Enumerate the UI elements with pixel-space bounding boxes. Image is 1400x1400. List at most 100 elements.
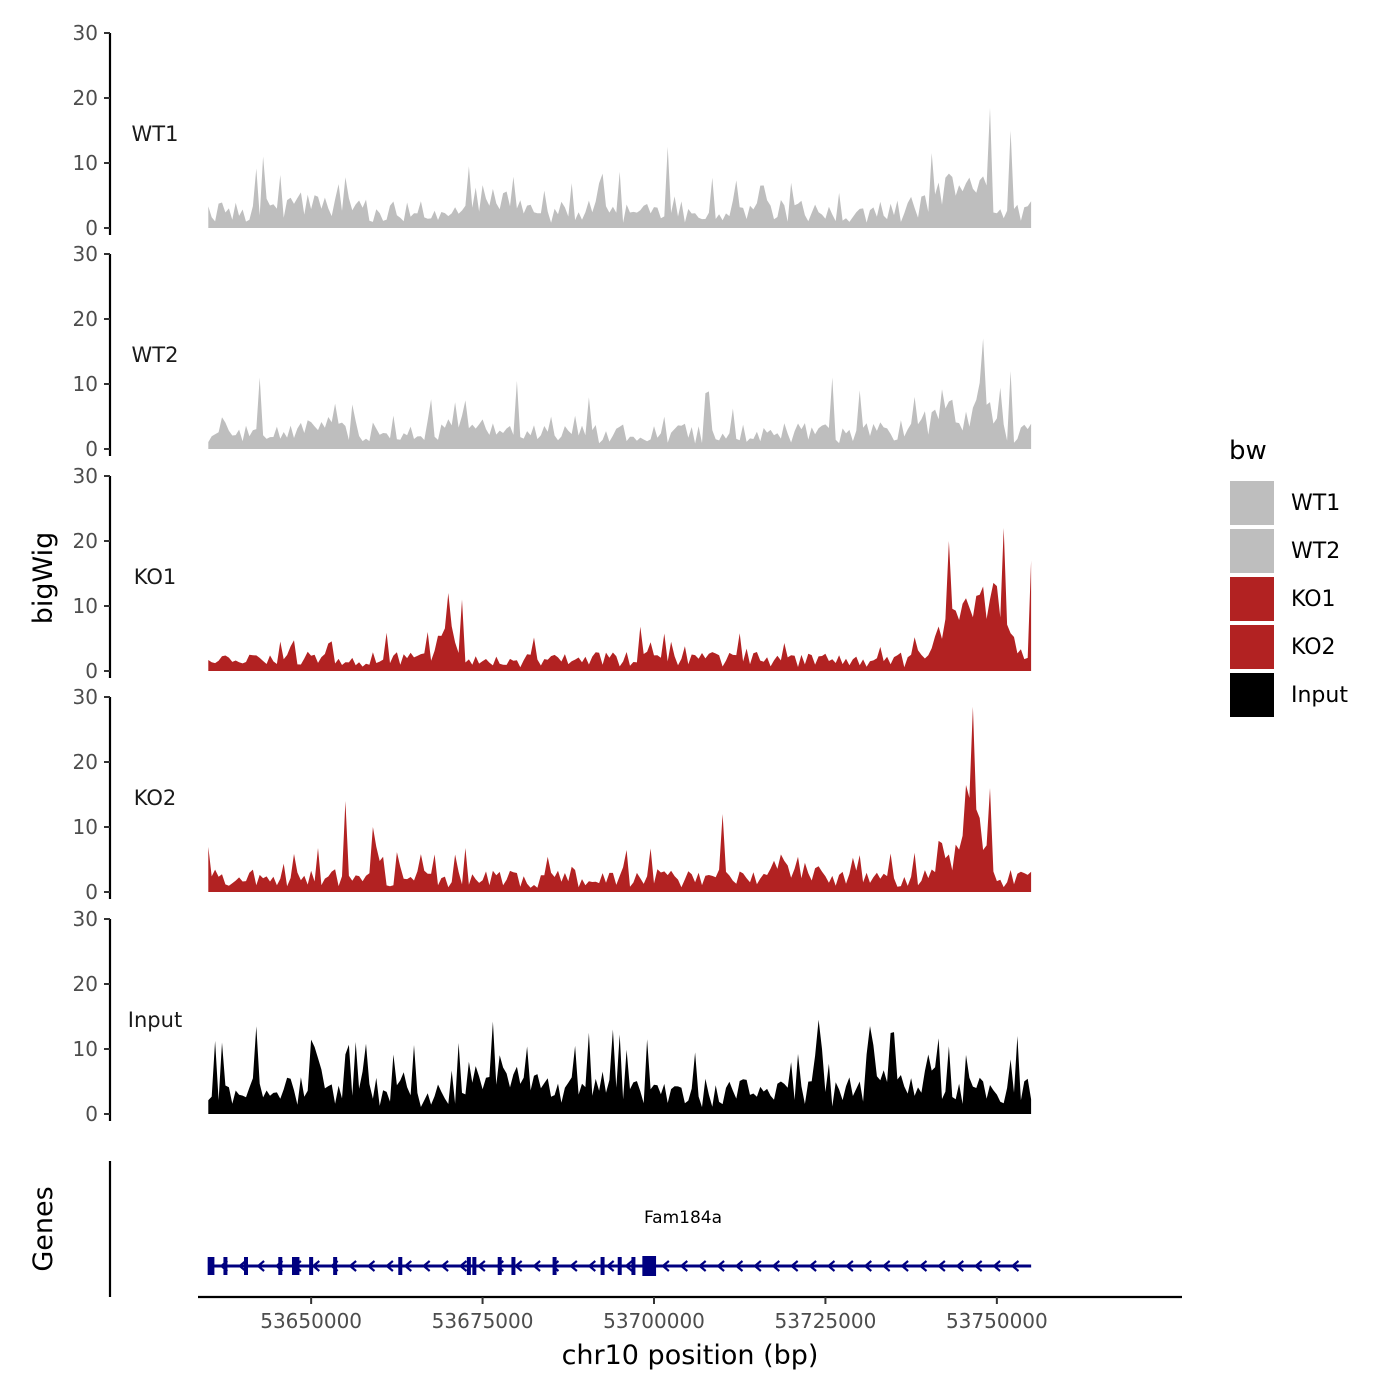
strand-arrow xyxy=(863,1260,872,1272)
y-tick-label: 10 xyxy=(73,151,98,175)
y-tick-label: 30 xyxy=(73,242,98,266)
y-tick-label: 10 xyxy=(73,372,98,396)
y-axis-title: bigWig xyxy=(28,532,59,625)
exon xyxy=(333,1257,338,1275)
strand-arrow xyxy=(311,1260,320,1272)
strand-arrow xyxy=(605,1260,615,1272)
legend-label-input: Input xyxy=(1291,683,1348,708)
legend-label-ko1: KO1 xyxy=(1291,587,1336,612)
coverage-area-ko1 xyxy=(208,528,1032,671)
exon-block xyxy=(642,1256,657,1276)
x-axis: 53650000 53675000 53700000 53725000 53750000 xyxy=(198,1295,1182,1333)
track-label: KO1 xyxy=(134,565,177,589)
x-tick-label: 53750000 xyxy=(946,1309,1048,1333)
track-wt1: 0 10 20 30 WT1 xyxy=(73,21,1032,240)
coverage-area-wt2 xyxy=(208,338,1032,449)
track-label: Input xyxy=(128,1008,182,1032)
y-tick-label: 20 xyxy=(73,972,98,996)
y-tick-label: 30 xyxy=(73,685,98,709)
strand-arrow xyxy=(973,1260,983,1272)
strand-arrow xyxy=(900,1260,909,1272)
track-ko1: 0 10 20 30 KO1 xyxy=(73,464,1032,683)
x-tick-label: 53650000 xyxy=(260,1309,362,1333)
y-tick-label: 0 xyxy=(85,216,98,240)
strand-arrow xyxy=(587,1260,596,1272)
exon xyxy=(617,1257,622,1275)
exon xyxy=(631,1257,636,1275)
track-ko2: 0 10 20 30 KO2 xyxy=(73,685,1032,904)
y-tick-label: 10 xyxy=(73,594,98,618)
exon xyxy=(309,1257,314,1275)
legend-key-input xyxy=(1230,673,1274,717)
strand-arrow xyxy=(808,1260,817,1272)
coverage-area-input xyxy=(208,1019,1032,1114)
exon xyxy=(600,1257,605,1275)
y-tick-label: 30 xyxy=(73,464,98,488)
coverage-area-wt1 xyxy=(208,107,1032,228)
genes-panel xyxy=(108,1161,1032,1297)
strand-arrow xyxy=(661,1260,670,1272)
track-label: WT2 xyxy=(132,343,179,367)
exon xyxy=(552,1257,557,1275)
y-tick-label: 20 xyxy=(73,529,98,553)
legend-label-wt2: WT2 xyxy=(1291,539,1340,564)
exon xyxy=(210,1257,215,1275)
x-axis-title: chr10 position (bp) xyxy=(562,1340,819,1371)
strand-arrow xyxy=(845,1260,854,1272)
exon xyxy=(472,1257,477,1275)
strand-arrow xyxy=(366,1260,376,1272)
strand-arrow xyxy=(716,1260,725,1272)
strand-arrow xyxy=(771,1260,780,1272)
strand-arrow xyxy=(918,1260,928,1272)
legend-key-wt2 xyxy=(1230,529,1274,573)
exon xyxy=(278,1257,283,1275)
y-tick-label: 30 xyxy=(73,21,98,45)
legend-key-ko2 xyxy=(1230,625,1274,669)
strand-arrow xyxy=(955,1260,964,1272)
exon xyxy=(292,1257,296,1275)
y-tick-label: 0 xyxy=(85,659,98,683)
legend: WT1 WT2 KO1 KO2 Input xyxy=(1230,481,1348,717)
exon xyxy=(511,1257,516,1275)
coverage-area-ko2 xyxy=(208,706,1032,892)
legend-key-wt1 xyxy=(1230,481,1274,525)
y-tick-label: 20 xyxy=(73,86,98,110)
y-tick-label: 10 xyxy=(73,1037,98,1061)
strand-arrow xyxy=(477,1260,486,1272)
strand-arrow xyxy=(789,1260,799,1272)
strand-arrow xyxy=(1010,1260,1020,1272)
x-tick-label: 53700000 xyxy=(603,1309,705,1333)
exon xyxy=(207,1257,212,1275)
strand-arrow xyxy=(256,1260,265,1272)
exon xyxy=(398,1257,403,1275)
strand-arrow xyxy=(697,1260,707,1272)
exon xyxy=(497,1257,502,1275)
x-tick-label: 53725000 xyxy=(775,1309,877,1333)
y-tick-label: 20 xyxy=(73,307,98,331)
y-tick-label: 10 xyxy=(73,815,98,839)
x-tick-label: 53675000 xyxy=(432,1309,534,1333)
exon xyxy=(466,1257,471,1275)
strand-arrow xyxy=(826,1260,836,1272)
strand-arrow xyxy=(532,1260,541,1272)
strand-arrow xyxy=(513,1260,523,1272)
legend-label-wt1: WT1 xyxy=(1291,491,1340,516)
y-tick-label: 0 xyxy=(85,880,98,904)
gene-label: Fam184a xyxy=(644,1208,722,1228)
track-label: WT1 xyxy=(132,122,179,146)
strand-arrow xyxy=(458,1260,468,1272)
exon xyxy=(295,1257,300,1275)
strand-arrow xyxy=(753,1260,762,1272)
exon xyxy=(244,1257,248,1275)
exon xyxy=(223,1257,228,1275)
strand-arrow xyxy=(881,1260,891,1272)
track-input: 0 10 20 30 Input xyxy=(73,907,1032,1126)
y-tick-label: 0 xyxy=(85,1102,98,1126)
strand-arrow xyxy=(992,1260,1001,1272)
genes-axis-title: Genes xyxy=(28,1186,59,1271)
strand-arrow xyxy=(403,1260,412,1272)
strand-arrow xyxy=(421,1260,431,1272)
legend-title: bw xyxy=(1229,436,1267,466)
strand-arrow xyxy=(569,1260,578,1272)
